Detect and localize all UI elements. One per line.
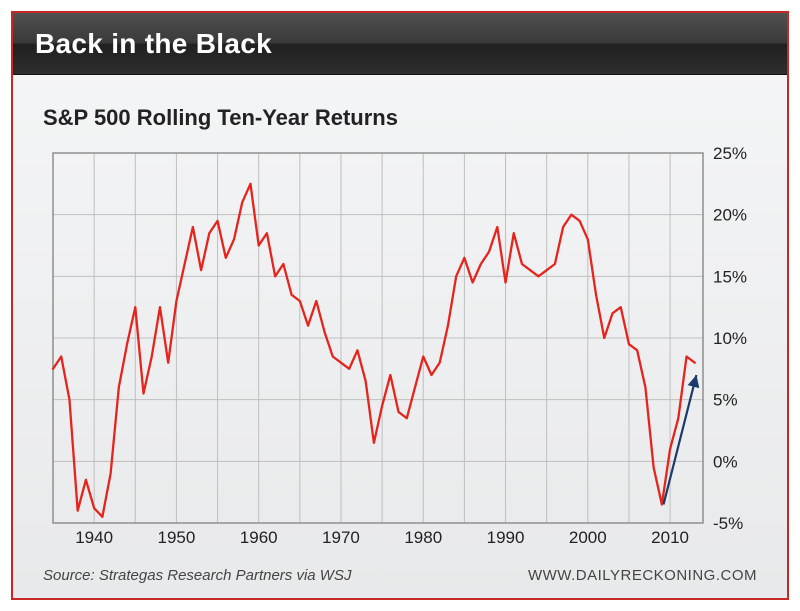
svg-text:1950: 1950 bbox=[158, 528, 196, 543]
svg-text:-5%: -5% bbox=[713, 514, 743, 533]
chart-subtitle: S&P 500 Rolling Ten-Year Returns bbox=[43, 105, 398, 131]
svg-text:1980: 1980 bbox=[404, 528, 442, 543]
svg-text:20%: 20% bbox=[713, 206, 747, 225]
chart-area: -5% 0% 5% 10% 15% 20% 25% 1940 1950 1960 1970 1980 1… bbox=[43, 143, 761, 543]
card-header: Back in the Black bbox=[13, 13, 787, 75]
svg-text:1970: 1970 bbox=[322, 528, 360, 543]
card-title: Back in the Black bbox=[35, 28, 272, 60]
chart-card: Back in the Black S&P 500 Rolling Ten-Ye… bbox=[11, 11, 789, 600]
line-chart: -5% 0% 5% 10% 15% 20% 25% 1940 1950 1960 1970 1980 1… bbox=[43, 143, 761, 543]
source-url: WWW.DAILYRECKONING.COM bbox=[528, 567, 757, 584]
svg-text:10%: 10% bbox=[713, 329, 747, 348]
card-footer: Source: Strategas Research Partners via … bbox=[13, 567, 787, 584]
svg-text:1960: 1960 bbox=[240, 528, 278, 543]
svg-text:0%: 0% bbox=[713, 452, 738, 471]
svg-text:15%: 15% bbox=[713, 267, 747, 286]
svg-text:2010: 2010 bbox=[651, 528, 689, 543]
svg-text:1990: 1990 bbox=[487, 528, 525, 543]
svg-text:2000: 2000 bbox=[569, 528, 607, 543]
svg-text:5%: 5% bbox=[713, 391, 738, 410]
svg-text:25%: 25% bbox=[713, 144, 747, 163]
svg-text:1940: 1940 bbox=[75, 528, 113, 543]
source-text: Source: Strategas Research Partners via … bbox=[43, 567, 351, 584]
